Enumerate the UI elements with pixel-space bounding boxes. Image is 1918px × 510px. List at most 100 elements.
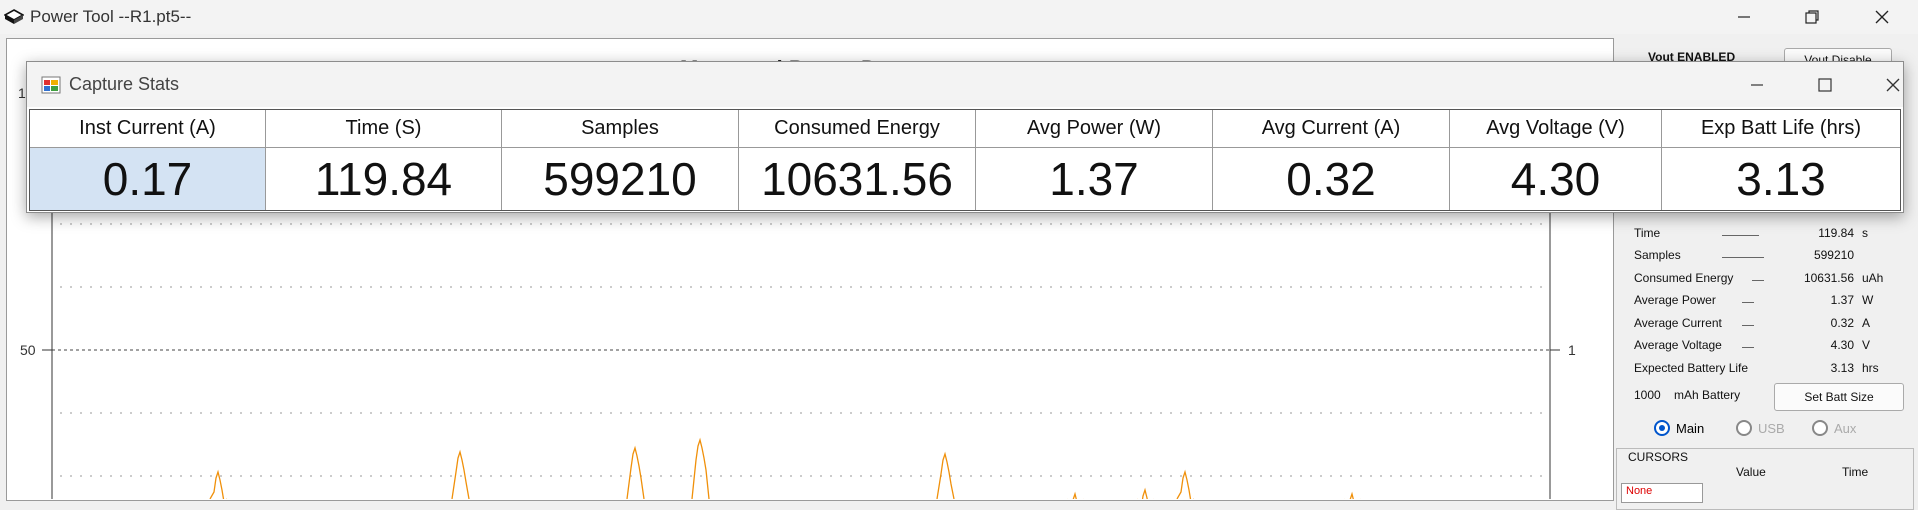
dialog-minimize-icon[interactable] [1727, 62, 1787, 107]
stats-column: Time (S) 119.84 [266, 110, 502, 210]
stat-unit: s [1862, 226, 1868, 240]
cursor-select[interactable]: None [1621, 483, 1703, 503]
app-titlebar: Power Tool --R1.pt5-- [0, 0, 1918, 34]
stats-column: Avg Current (A) 0.32 [1213, 110, 1450, 210]
stat-label: Samples [1634, 248, 1681, 262]
radio-usb-label: USB [1758, 420, 1785, 436]
power-chart[interactable]: 1 50 1 [0, 0, 1918, 499]
radio-aux[interactable]: Aux [1812, 420, 1856, 436]
stat-leader-line [1752, 280, 1764, 281]
trace-segment [1137, 487, 1154, 499]
trace-segment [451, 449, 470, 499]
radio-main[interactable]: Main [1654, 420, 1704, 436]
stat-label: Average Power [1634, 293, 1716, 307]
left-axis-top-label: 1 [18, 85, 26, 101]
stat-unit: W [1862, 293, 1874, 307]
stat-value: 3.13 [1830, 361, 1854, 375]
column-header[interactable]: Avg Current (A) [1213, 110, 1449, 148]
stat-leader-line [1722, 257, 1764, 258]
trace-segment [1344, 491, 1361, 499]
stats-column: Inst Current (A) 0.17 [30, 110, 266, 210]
trace-segment [209, 469, 227, 499]
cursors-time-header: Time [1842, 465, 1869, 479]
stats-column: Samples 599210 [502, 110, 739, 210]
stat-cell[interactable]: 10631.56 [761, 153, 953, 205]
stat-row: Time 119.84 s [1634, 224, 1894, 244]
stat-unit: uAh [1862, 271, 1884, 285]
stats-column: Exp Batt Life (hrs) 3.13 [1662, 110, 1900, 210]
stat-label: Time [1634, 226, 1661, 240]
dialog-maximize-icon[interactable] [1795, 62, 1855, 107]
radio-usb[interactable]: USB [1736, 420, 1785, 436]
stat-value: 4.30 [1830, 338, 1854, 352]
app-logo-icon [4, 9, 24, 24]
column-header[interactable]: Inst Current (A) [30, 110, 265, 148]
trace-segment [936, 451, 955, 499]
stat-row: Expected Battery Life 3.13 hrs [1634, 359, 1894, 379]
radio-aux-dot[interactable] [1812, 420, 1828, 436]
stat-row: Samples 599210 [1634, 246, 1894, 266]
trace-segment [1176, 469, 1194, 499]
column-header[interactable]: Consumed Energy [739, 110, 975, 148]
column-header[interactable]: Avg Power (W) [976, 110, 1212, 148]
battery-size-value[interactable]: 1000 [1634, 388, 1661, 402]
stat-label: Expected Battery Life [1634, 361, 1749, 375]
power-trace [209, 437, 1361, 499]
stat-cell[interactable]: 599210 [543, 153, 697, 205]
battery-size-row: 1000 mAh Battery [1634, 388, 1740, 402]
column-header[interactable]: Samples [502, 110, 738, 148]
cursors-title: CURSORS [1628, 450, 1689, 464]
chart-gridlines [52, 223, 1550, 477]
stat-leader-line [1722, 235, 1759, 236]
cursors-value-header: Value [1736, 465, 1766, 479]
stats-column: Avg Power (W) 1.37 [976, 110, 1213, 210]
dialog-titlebar: Capture Stats [27, 62, 1903, 107]
column-header[interactable]: Exp Batt Life (hrs) [1662, 110, 1900, 148]
cursor-select-value: None [1626, 485, 1653, 497]
stat-label: Average Current [1634, 316, 1722, 330]
stat-cell[interactable]: 0.32 [1286, 153, 1376, 205]
trace-segment [691, 437, 710, 499]
stats-column: Avg Voltage (V) 4.30 [1450, 110, 1662, 210]
trace-segment [1067, 491, 1084, 499]
stat-row: Average Current 0.32 A [1634, 314, 1894, 334]
stat-unit: hrs [1862, 361, 1879, 375]
capture-stats-dialog: Capture Stats Inst Current (A) 0.17 Time… [26, 61, 1904, 213]
stat-cell[interactable]: 4.30 [1510, 153, 1601, 205]
stats-grid: Inst Current (A) 0.17 Time (S) 119.84 Sa… [29, 109, 1901, 211]
stat-value: 1.37 [1830, 293, 1854, 307]
set-batt-size-button[interactable]: Set Batt Size [1774, 383, 1904, 411]
stat-value: 10631.56 [1803, 271, 1854, 285]
stat-row: Consumed Energy 10631.56 uAh [1634, 269, 1894, 289]
battery-size-label: mAh Battery [1674, 388, 1741, 402]
stat-cell[interactable]: 0.17 [30, 148, 265, 210]
dialog-close-icon[interactable] [1863, 62, 1918, 107]
minimize-icon[interactable] [1712, 0, 1776, 34]
radio-main-dot[interactable] [1654, 420, 1670, 436]
column-header[interactable]: Time (S) [266, 110, 501, 148]
stat-cell[interactable]: 1.37 [1049, 153, 1139, 205]
stat-cell[interactable]: 3.13 [1736, 153, 1826, 205]
app-title: Power Tool --R1.pt5-- [30, 7, 192, 26]
y-left-tick-label: 50 [20, 342, 36, 358]
close-icon[interactable] [1850, 0, 1914, 34]
column-header[interactable]: Avg Voltage (V) [1450, 110, 1661, 148]
stat-unit: V [1862, 338, 1871, 352]
stat-row: Average Power 1.37 W [1634, 291, 1894, 311]
stat-unit: A [1862, 316, 1871, 330]
trace-segment [626, 445, 645, 499]
stat-leader-line [1742, 325, 1754, 326]
stat-leader-line [1742, 347, 1754, 348]
radio-main-label: Main [1676, 420, 1705, 436]
radio-usb-dot[interactable] [1736, 420, 1752, 436]
stat-row: Average Voltage 4.30 V [1634, 336, 1894, 356]
stat-value: 599210 [1813, 248, 1854, 262]
stat-label: Consumed Energy [1634, 271, 1734, 285]
y-right-tick-label: 1 [1568, 342, 1576, 358]
dialog-app-icon [41, 76, 61, 94]
stat-cell[interactable]: 119.84 [314, 153, 453, 205]
stat-label: Average Voltage [1634, 338, 1722, 352]
restore-icon[interactable] [1780, 0, 1844, 34]
dialog-title: Capture Stats [69, 74, 180, 94]
radio-aux-label: Aux [1834, 420, 1857, 436]
